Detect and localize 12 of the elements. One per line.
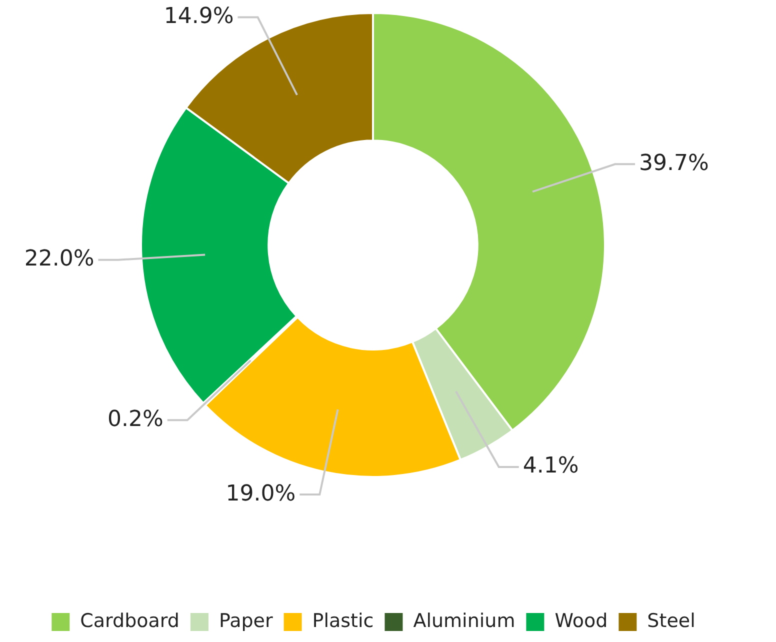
legend-label: Cardboard [80,610,180,632]
legend-label: Wood [554,610,608,632]
legend-label: Plastic [312,610,374,632]
data-label: 19.0% [226,481,296,506]
data-label: 14.9% [164,4,234,30]
data-label: 39.7% [639,150,709,176]
legend-label: Steel [647,610,696,632]
data-label: 4.1% [522,454,579,479]
data-label: 0.2% [107,406,164,432]
legend-label: Aluminium [413,610,516,632]
legend-label: Paper [218,610,273,632]
data-label: 22.0% [24,246,94,272]
